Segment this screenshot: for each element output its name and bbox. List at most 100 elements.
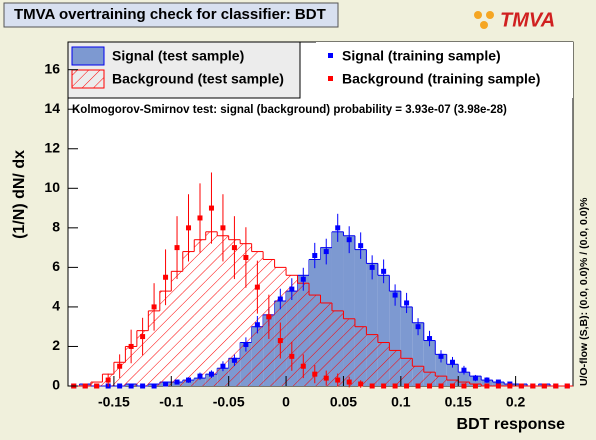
data-point [140,383,146,389]
histogram-bar [343,235,355,386]
data-point [94,383,100,389]
data-point [358,381,364,387]
y-tick-label: 6 [52,258,60,274]
data-point [300,276,306,282]
data-point [82,383,88,389]
legend-label: Background (training sample) [342,71,540,87]
y-tick-label: 8 [52,219,60,235]
data-point [461,383,467,389]
data-point [564,383,570,389]
histogram-bar [194,239,206,386]
data-point [369,383,375,389]
data-point [220,363,226,369]
data-point [449,383,455,389]
legend-box [316,42,573,98]
histogram-bar [205,231,218,386]
histogram-bar [423,340,436,386]
data-point [335,377,341,383]
histogram-bar [389,291,401,386]
histogram-bar [366,334,378,386]
data-point [369,264,375,270]
data-point [117,383,123,389]
histogram-bar [136,330,149,386]
legend-label: Signal (test sample) [112,48,244,64]
data-point [231,357,237,363]
side-text: U/O-flow (S,B): (0.0, 0.0)% / (0.0, 0.0)… [578,197,590,386]
data-point [174,379,180,385]
data-point [358,243,364,249]
histogram-bar [400,306,413,386]
y-tick-label: 0 [52,377,60,393]
histogram-bar [182,251,195,386]
histogram-bar [435,354,447,386]
data-point [289,353,295,359]
data-point [484,377,490,383]
x-tick-label: 0.1 [391,394,411,410]
data-point [163,381,169,387]
legend-label: Background (test sample) [112,71,284,87]
data-point [323,375,329,381]
data-point [404,300,410,306]
logo-dot [474,11,482,19]
histogram-bar [228,239,241,386]
histogram-bar [331,231,344,386]
histogram-bar [400,358,413,386]
data-point [128,343,134,349]
y-tick-label: 2 [52,337,60,353]
title-box [3,2,339,28]
data-point [197,373,203,379]
data-point [151,383,157,389]
legend-box [67,41,301,99]
data-point [518,383,524,389]
data-point [117,363,123,369]
logo: TMVA [474,9,555,31]
histogram-bar [286,275,298,386]
histogram-bar [446,364,459,386]
histogram-bar [377,275,390,386]
x-tick-label: 0.05 [330,394,357,410]
data-point [461,367,467,373]
histogram-bar [389,350,401,386]
data-point [277,338,283,344]
histogram-bar [240,243,252,386]
legend-swatch [71,46,105,66]
data-point [266,314,272,320]
histogram-bar [458,372,470,386]
histogram-bar [309,295,321,386]
data-point [163,274,169,280]
data-point [254,284,260,290]
x-tick-label: -0.1 [159,394,183,410]
data-point [186,377,192,383]
legend: Signal (test sample) Background (test sam… [67,41,573,99]
data-point [335,225,341,231]
histogram-bar [331,310,344,386]
histogram-bar [423,372,436,386]
histogram-bar [412,322,424,386]
data-point [495,383,501,389]
logo-dot [486,11,494,19]
histogram-bar [481,380,493,386]
x-tick-label: 0 [282,394,290,410]
data-point [312,253,318,259]
histogram-bar [171,271,183,386]
data-point [392,292,398,298]
data-point [300,363,306,369]
y-axis-label: (1/N) dN/ dx [11,150,28,239]
data-point [243,341,249,347]
histogram-bar [148,310,160,386]
data-point [208,371,214,377]
x-axis-label: BDT response [457,416,566,433]
data-point [427,336,433,342]
data-point [312,371,318,377]
histogram-bar [366,263,378,386]
chart-title: TMVA overtraining check for classifier: … [14,6,326,23]
y-tick-label: 12 [44,139,60,155]
data-point [277,296,283,302]
legend-swatch [71,69,105,89]
x-tick-label: -0.15 [98,394,130,410]
histogram-bar [320,302,332,386]
data-point [128,383,134,389]
x-tick-label: -0.05 [213,394,245,410]
data-point [174,245,180,251]
data-point [254,322,260,328]
